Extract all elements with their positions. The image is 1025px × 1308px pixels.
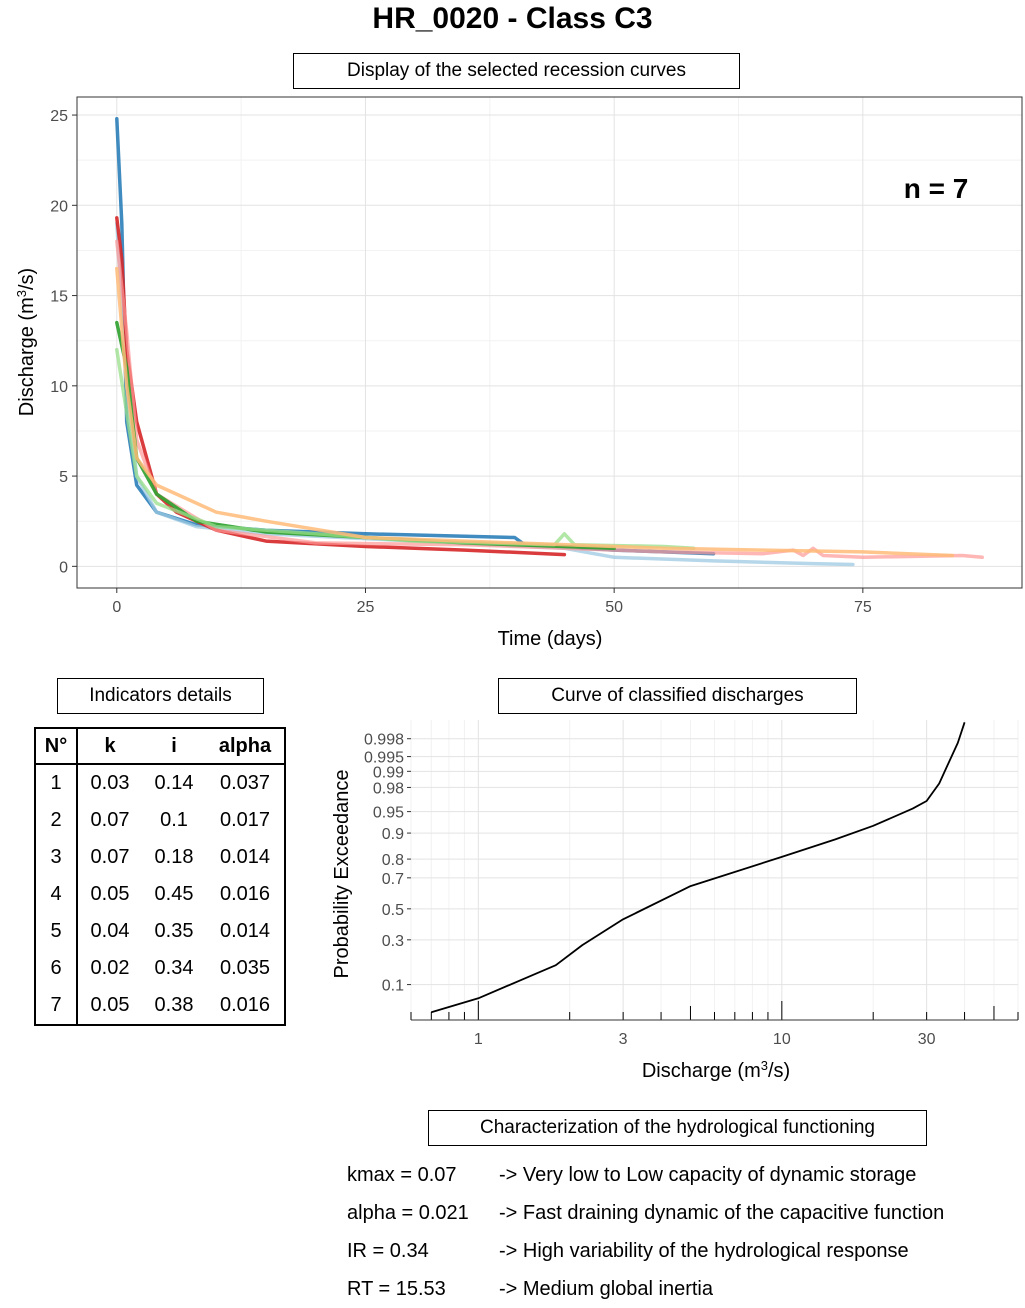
x-tick-label: 0	[112, 599, 121, 616]
cell-k: 0.07	[90, 809, 130, 831]
y-tick-label: 0.8	[382, 852, 404, 869]
y-tick-label: 5	[59, 469, 68, 486]
cell-i: 0.1	[160, 809, 188, 831]
cell-i: 0.34	[154, 957, 194, 979]
cell-k: 0.05	[90, 994, 130, 1016]
x-tick-label: 3	[619, 1031, 628, 1048]
table-row: 2 0.07 0.1 0.017	[35, 802, 285, 839]
recession-x-label: Time (days)	[498, 628, 603, 650]
x-tick-label: 10	[773, 1031, 791, 1048]
y-tick-label: 10	[50, 379, 68, 396]
cell-alpha: 0.037	[219, 772, 271, 794]
cell-k: 0.07	[90, 846, 130, 868]
col-header-k: k	[77, 728, 142, 765]
indicators-table: N° k i alpha 1 0.03 0.14 0.037 2 0.07 0.…	[34, 727, 286, 1026]
col-header-n: N°	[35, 728, 78, 765]
recession-chart: 0 25 50 75 0 5 10 15 20 25 n = 7 Time (days) Disc…	[14, 96, 1023, 650]
cell-n: 4	[35, 876, 78, 913]
table-row: 6 0.02 0.34 0.035	[35, 950, 285, 987]
rt-description: -> Medium global inertia	[499, 1278, 713, 1300]
y-tick-label: 0.99	[373, 764, 404, 781]
recession-plot-border	[76, 96, 1023, 589]
recession-curve-7	[115, 266, 955, 558]
cell-i: 0.38	[154, 994, 194, 1016]
cell-alpha: 0.016	[219, 994, 271, 1016]
cell-i: 0.45	[154, 883, 194, 905]
cell-n: 7	[35, 987, 78, 1025]
x-tick-label: 75	[854, 599, 872, 616]
y-tick-label: 25	[50, 108, 68, 125]
indicators-box-label: Indicators details	[57, 678, 264, 714]
table-row: 3 0.07 0.18 0.014	[35, 839, 285, 876]
y-tick-label: 0	[59, 559, 68, 576]
recession-y-label: Discharge (m3/s)	[14, 268, 39, 416]
y-tick-label: 15	[50, 289, 68, 306]
kmax-value: kmax = 0.07	[347, 1164, 457, 1186]
y-tick-label: 0.3	[382, 933, 404, 950]
table-row: 4 0.05 0.45 0.016	[35, 876, 285, 913]
cell-alpha: 0.016	[219, 883, 271, 905]
y-tick-label: 0.95	[373, 805, 404, 822]
alpha-value: alpha = 0.021	[347, 1202, 469, 1224]
x-tick-label: 25	[357, 599, 375, 616]
table-row: 1 0.03 0.14 0.037	[35, 764, 285, 802]
cell-alpha: 0.014	[219, 846, 271, 868]
col-header-alpha: alpha	[206, 728, 285, 765]
indicators-header-row: N° k i alpha	[35, 728, 285, 765]
cell-n: 3	[35, 839, 78, 876]
ir-value: IR = 0.34	[347, 1240, 429, 1262]
cell-k: 0.05	[90, 883, 130, 905]
y-tick-label: 0.1	[382, 978, 404, 995]
cell-i: 0.35	[154, 920, 194, 942]
cell-k: 0.02	[90, 957, 130, 979]
classified-x-label: Discharge (m3/s)	[642, 1058, 790, 1083]
classified-y-label: Probability Exceedance	[331, 769, 353, 978]
col-header-i: i	[142, 728, 206, 765]
ir-description: -> High variability of the hydrological …	[499, 1240, 909, 1262]
cell-alpha: 0.035	[219, 957, 271, 979]
cell-k: 0.03	[90, 772, 130, 794]
alpha-description: -> Fast draining dynamic of the capaciti…	[499, 1202, 945, 1224]
rt-value: RT = 15.53	[347, 1278, 446, 1300]
recession-curve-4	[115, 239, 984, 560]
x-tick-label: 30	[918, 1031, 936, 1048]
y-tick-label: 0.7	[382, 871, 404, 888]
cell-alpha: 0.014	[219, 920, 271, 942]
x-tick-label: 1	[474, 1031, 483, 1048]
recession-box-label: Display of the selected recession curves	[293, 53, 740, 89]
classified-discharge-curve	[431, 722, 966, 1014]
cell-n: 1	[35, 764, 78, 802]
cell-i: 0.18	[154, 846, 194, 868]
cell-alpha: 0.017	[219, 809, 271, 831]
y-tick-label: 0.5	[382, 902, 404, 919]
table-row: 5 0.04 0.35 0.014	[35, 913, 285, 950]
characterization-box-label: Characterization of the hydrological fun…	[428, 1110, 927, 1146]
y-tick-label: 0.9	[382, 826, 404, 843]
cell-n: 5	[35, 913, 78, 950]
y-tick-label: 0.995	[364, 750, 404, 767]
cell-i: 0.14	[154, 772, 194, 794]
cell-n: 6	[35, 950, 78, 987]
recession-n-label: n = 7	[904, 173, 969, 204]
classified-discharges-chart: 1 3 10 300.10.30.50.70.80.90.950.980.990.99…	[331, 720, 1019, 1083]
recession-curve-6	[115, 347, 696, 551]
page-title: HR_0020 - Class C3	[372, 2, 653, 35]
x-tick-label: 50	[605, 599, 623, 616]
kmax-description: -> Very low to Low capacity of dynamic s…	[499, 1164, 917, 1186]
recession-curve-1	[115, 116, 716, 556]
classified-box-label: Curve of classified discharges	[498, 678, 857, 714]
y-tick-label: 0.998	[364, 732, 404, 749]
table-row: 7 0.05 0.38 0.016	[35, 987, 285, 1025]
y-tick-label: 0.98	[373, 780, 404, 797]
cell-k: 0.04	[90, 920, 130, 942]
y-tick-label: 20	[50, 198, 68, 215]
cell-n: 2	[35, 802, 78, 839]
